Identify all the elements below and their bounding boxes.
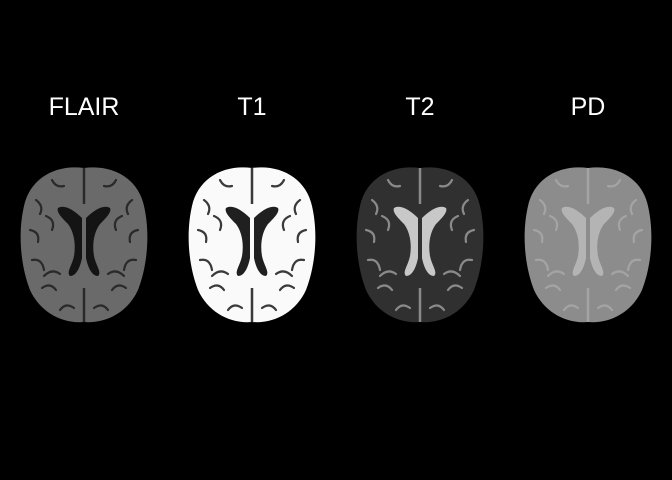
- sulcus-13: [281, 214, 292, 232]
- sulcus-5: [296, 228, 308, 244]
- panel-label-t1: T1: [237, 93, 267, 121]
- brain-scan-flair: [16, 160, 152, 328]
- sulcus-9: [606, 178, 622, 188]
- sulcus-12: [380, 214, 391, 232]
- sulcus-1: [28, 228, 40, 244]
- sulcus-1: [196, 228, 208, 244]
- lateral-ventricles: [57, 206, 111, 276]
- sulcus-14: [210, 270, 230, 278]
- sulcus-8: [218, 178, 234, 188]
- sulcus-0: [202, 198, 211, 216]
- sulcus-0: [538, 198, 547, 216]
- sulcus-15: [106, 270, 126, 278]
- brain-slice-drawing: [188, 167, 316, 323]
- sulcus-3: [208, 284, 226, 292]
- panel-label-flair: FLAIR: [48, 93, 120, 121]
- sulcus-5: [632, 228, 644, 244]
- panel-label-t2: T2: [405, 93, 435, 121]
- brain-outline: [188, 167, 316, 323]
- brain-scan-t1: [184, 160, 320, 328]
- brain-slice-drawing: [20, 167, 148, 323]
- sulcus-11: [260, 304, 278, 312]
- lateral-ventricles: [225, 206, 279, 276]
- sulcus-12: [44, 214, 55, 232]
- sulcus-11: [596, 304, 614, 312]
- sulcus-2: [534, 258, 550, 272]
- sulcus-6: [458, 258, 474, 272]
- sulcus-12: [212, 214, 223, 232]
- sulcus-14: [546, 270, 566, 278]
- sulcus-9: [438, 178, 454, 188]
- sulcus-13: [617, 214, 628, 232]
- sulcus-7: [110, 284, 128, 292]
- sulcus-6: [122, 258, 138, 272]
- sulcus-15: [610, 270, 630, 278]
- brain-scan-t2: [352, 160, 488, 328]
- sulcus-1: [532, 228, 544, 244]
- sulcus-6: [626, 258, 642, 272]
- panel-pd: PD: [504, 0, 672, 480]
- sulcus-0: [34, 198, 43, 216]
- sulcus-9: [270, 178, 286, 188]
- sulcus-1: [364, 228, 376, 244]
- sulcus-2: [30, 258, 46, 272]
- sulcus-0: [370, 198, 379, 216]
- sulcus-14: [42, 270, 62, 278]
- sulcus-4: [629, 198, 638, 216]
- brain-scan-pd: [520, 160, 656, 328]
- brain-slice-drawing: [356, 167, 484, 323]
- sulcus-11: [92, 304, 110, 312]
- sulcus-2: [366, 258, 382, 272]
- sulcus-4: [293, 198, 302, 216]
- panel-flair: FLAIR: [0, 0, 168, 480]
- sulcus-8: [554, 178, 570, 188]
- sulcus-10: [226, 304, 244, 312]
- sulcus-13: [113, 214, 124, 232]
- sulcus-7: [614, 284, 632, 292]
- sulcus-6: [290, 258, 306, 272]
- sulcus-5: [128, 228, 140, 244]
- sulcus-14: [378, 270, 398, 278]
- sulcus-4: [125, 198, 134, 216]
- panel-t1: T1: [168, 0, 336, 480]
- sulcus-3: [544, 284, 562, 292]
- sulcus-13: [449, 214, 460, 232]
- sulcus-2: [198, 258, 214, 272]
- panel-label-pd: PD: [570, 93, 606, 121]
- brain-slice-drawing: [524, 167, 652, 323]
- sulcus-9: [102, 178, 118, 188]
- sulcus-12: [548, 214, 559, 232]
- sulcus-5: [464, 228, 476, 244]
- sulcus-10: [562, 304, 580, 312]
- brain-outline: [356, 167, 484, 323]
- lateral-ventricles: [561, 206, 615, 276]
- sulcus-10: [394, 304, 412, 312]
- lateral-ventricles: [393, 206, 447, 276]
- brain-outline: [524, 167, 652, 323]
- brain-outline: [20, 167, 148, 323]
- panel-t2: T2: [336, 0, 504, 480]
- sulcus-7: [278, 284, 296, 292]
- sulcus-15: [442, 270, 462, 278]
- sulcus-3: [376, 284, 394, 292]
- sulcus-8: [386, 178, 402, 188]
- sulcus-4: [461, 198, 470, 216]
- sulcus-15: [274, 270, 294, 278]
- sulcus-10: [58, 304, 76, 312]
- sulcus-7: [446, 284, 464, 292]
- sulcus-11: [428, 304, 446, 312]
- sulcus-3: [40, 284, 58, 292]
- sulcus-8: [50, 178, 66, 188]
